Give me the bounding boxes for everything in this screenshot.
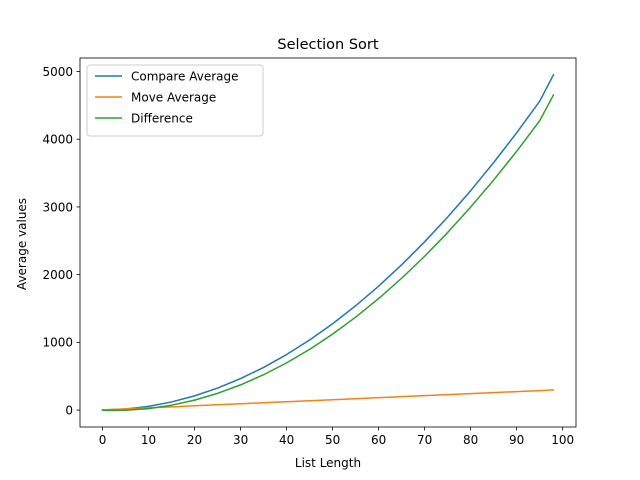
y-tick-label: 1000 xyxy=(42,336,73,350)
series-line-1 xyxy=(101,73,555,411)
x-tick-label: 10 xyxy=(141,433,156,447)
x-tick-label: 20 xyxy=(187,433,202,447)
x-tick-label: 70 xyxy=(417,433,432,447)
x-tick-label: 0 xyxy=(99,433,107,447)
legend: Compare Average Move Average Difference xyxy=(86,64,264,137)
axes: 0 10 20 30 40 50 60 70 80 90 100010002000300040005… xyxy=(42,57,577,447)
series-line-2 xyxy=(101,389,555,411)
x-tick-label: 90 xyxy=(509,433,524,447)
x-tick-label: 30 xyxy=(233,433,248,447)
x-tick-label: 60 xyxy=(371,433,386,447)
legend-label: Move Average xyxy=(131,90,216,104)
legend-box xyxy=(86,64,264,137)
chart-title: Selection Sort xyxy=(277,37,378,53)
plot-area xyxy=(101,73,555,412)
x-tick-label: 50 xyxy=(325,433,340,447)
y-tick-label: 5000 xyxy=(42,65,73,79)
y-axis-label: Average values xyxy=(15,198,29,290)
y-tick-label: 4000 xyxy=(42,133,73,147)
x-tick-label: 40 xyxy=(279,433,294,447)
legend-label: Compare Average xyxy=(131,69,239,83)
y-tick-label: 3000 xyxy=(42,200,73,214)
x-tick-label: 100 xyxy=(551,433,574,447)
y-tick-label: 2000 xyxy=(42,268,73,282)
legend-label: Difference xyxy=(131,111,193,125)
y-tick-label: 0 xyxy=(65,403,73,417)
x-tick-label: 80 xyxy=(463,433,478,447)
x-axis-label: List Length xyxy=(295,456,361,470)
series-line-3 xyxy=(101,93,555,412)
axes-frame xyxy=(79,57,577,428)
